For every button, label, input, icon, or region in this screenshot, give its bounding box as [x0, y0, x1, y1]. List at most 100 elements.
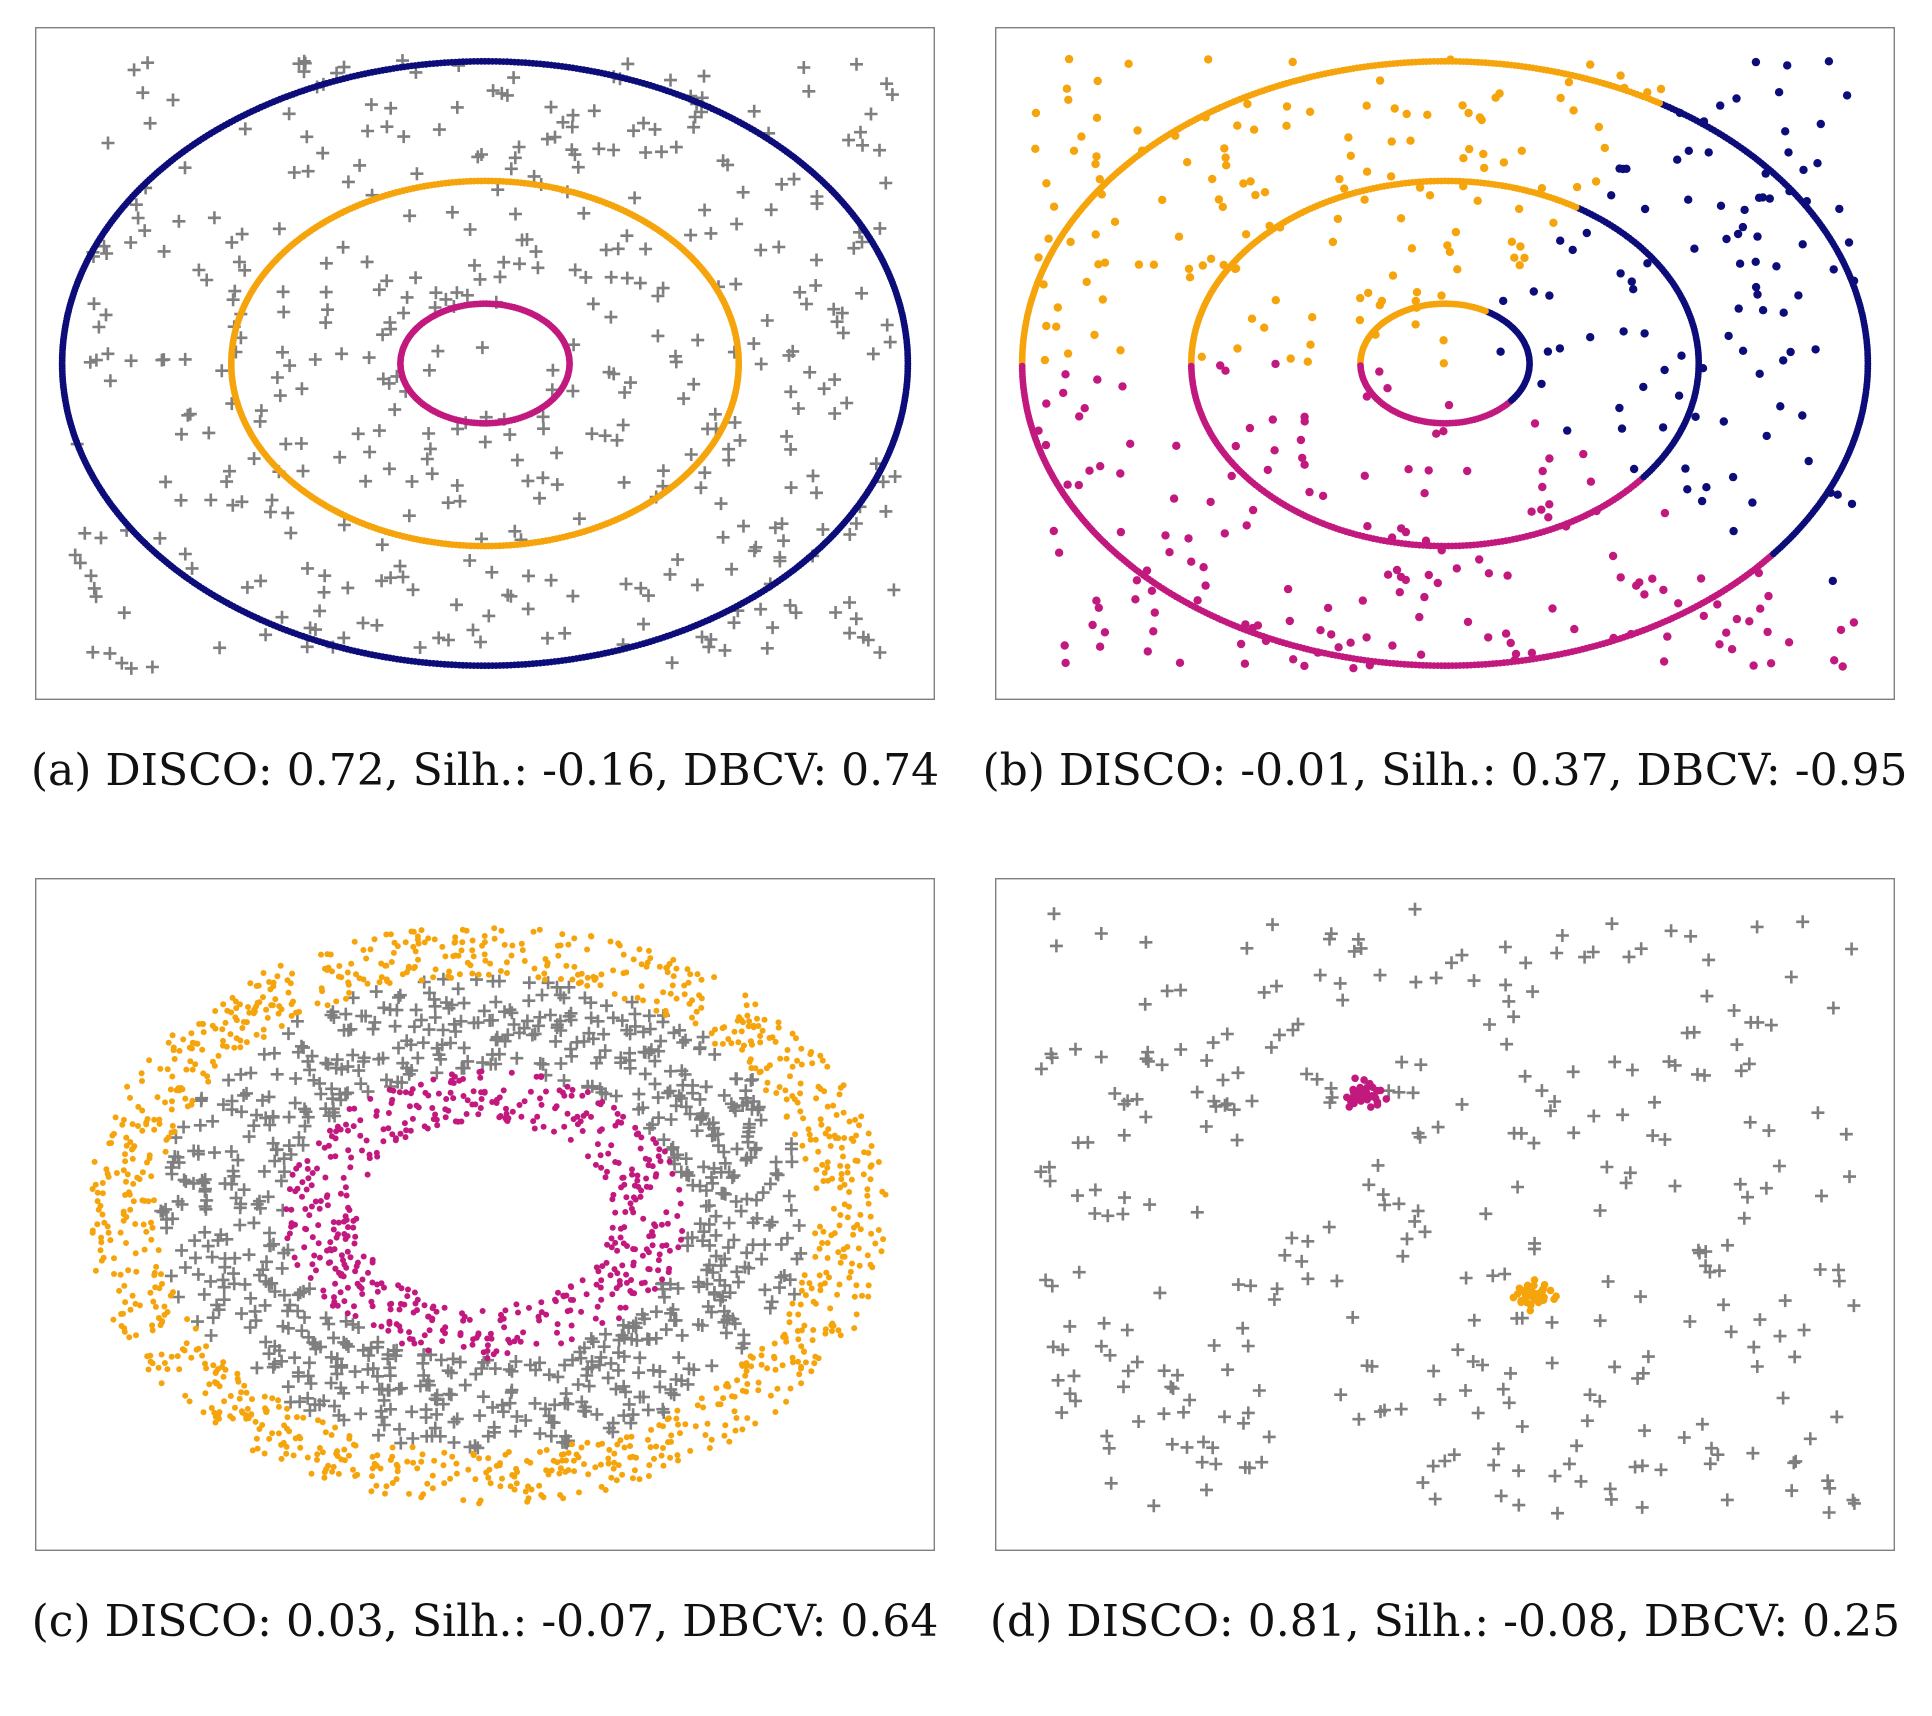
outer-band-point	[719, 1025, 726, 1032]
noise-point	[324, 1376, 338, 1390]
noise-point	[383, 316, 397, 329]
cluster-point	[1248, 623, 1257, 633]
outer-band-point	[388, 959, 395, 965]
outer-band-point	[850, 1231, 857, 1238]
noise-point	[717, 1145, 731, 1159]
outer-band-point	[199, 1046, 206, 1053]
panel-a	[35, 27, 935, 700]
outer-band-point	[266, 1435, 273, 1442]
outer-band-point	[825, 1126, 832, 1133]
cluster-point	[1764, 591, 1773, 601]
outer-band-point	[200, 1070, 207, 1077]
noise-point	[546, 363, 560, 377]
cluster-point	[1247, 314, 1257, 323]
outer-band-point	[241, 1382, 248, 1389]
outer-band-point	[694, 1402, 701, 1409]
outer-band-point	[660, 1445, 666, 1451]
noise-point	[301, 164, 315, 178]
outer-band-point	[682, 1421, 689, 1428]
noise-point	[291, 1369, 305, 1383]
cluster-point	[1838, 662, 1847, 671]
outer-band-point	[245, 1415, 252, 1422]
outer-band-point	[798, 1380, 805, 1387]
noise-point	[200, 273, 214, 287]
noise-point	[469, 1367, 483, 1381]
noise-point	[539, 1402, 552, 1416]
noise-point	[522, 976, 536, 990]
noise-point	[357, 1055, 370, 1068]
noise-point	[507, 71, 521, 85]
noise-point	[729, 1195, 743, 1208]
cluster-point	[1334, 643, 1343, 652]
noise-point	[695, 1319, 709, 1332]
noise-point	[638, 1067, 652, 1081]
noise-point	[117, 606, 131, 620]
cluster-point	[1193, 596, 1202, 605]
noise-point	[451, 422, 465, 436]
outer-band-point	[199, 1352, 206, 1359]
noise-point	[485, 1048, 499, 1062]
noise-point	[501, 1028, 515, 1042]
cluster-point	[1660, 365, 1669, 375]
noise-point	[101, 136, 115, 150]
noise-point	[279, 437, 293, 451]
cluster-point	[1298, 453, 1307, 463]
outer-band-point	[509, 942, 516, 949]
noise-point	[775, 517, 789, 531]
noise-point	[428, 1421, 442, 1435]
cluster-point	[1091, 159, 1100, 169]
cluster-point	[1673, 155, 1682, 164]
cluster-point	[1241, 230, 1251, 239]
noise-point	[684, 448, 698, 461]
noise-point	[696, 1030, 710, 1044]
noise-point	[68, 548, 82, 562]
noise-point	[542, 1409, 556, 1423]
noise-point	[267, 1046, 281, 1060]
cluster-point	[1204, 55, 1213, 64]
noise-point	[571, 1378, 585, 1391]
outer-band-point	[341, 1446, 348, 1453]
cluster-point	[1061, 370, 1070, 379]
noise-point	[89, 590, 103, 604]
cluster-point	[1275, 223, 1285, 232]
noise-point	[597, 1027, 611, 1041]
noise-point	[541, 631, 554, 645]
noise-point	[410, 167, 424, 181]
noise-point	[281, 506, 295, 520]
noise-point	[697, 1160, 711, 1174]
noise-point	[366, 1022, 380, 1036]
noise-point	[528, 1396, 542, 1410]
plot-c	[35, 878, 935, 1551]
cluster-point	[1396, 572, 1406, 582]
outer-band-point	[149, 1322, 156, 1329]
noise-point	[368, 1015, 382, 1029]
cluster-point	[1586, 60, 1595, 69]
ring-point	[904, 362, 912, 370]
noise-point	[400, 290, 414, 304]
outer-band-point	[846, 1189, 853, 1195]
noise-point	[680, 1168, 694, 1182]
noise-point	[888, 470, 902, 483]
outer-band-point	[127, 1094, 133, 1101]
noise-point	[191, 1267, 205, 1281]
noise-point	[633, 1351, 647, 1365]
cluster-point	[1640, 204, 1650, 214]
cluster-point	[1233, 344, 1242, 353]
noise-point	[520, 1014, 534, 1028]
noise-point	[749, 540, 763, 554]
noise-point	[226, 293, 240, 307]
cluster-point	[1360, 195, 1369, 204]
noise-point	[773, 1281, 786, 1295]
outer-band-point	[571, 1468, 578, 1475]
noise-point	[624, 376, 637, 390]
noise-point	[172, 1156, 186, 1170]
cluster-point	[1570, 624, 1579, 634]
outer-band-point	[563, 962, 570, 969]
noise-point	[690, 1124, 704, 1138]
cluster-point	[1063, 480, 1072, 489]
outer-band-point	[110, 1316, 117, 1323]
noise-point	[707, 1287, 721, 1301]
cluster-point	[1285, 616, 1294, 626]
noise-point	[666, 1303, 680, 1316]
outer-band-point	[664, 969, 671, 976]
